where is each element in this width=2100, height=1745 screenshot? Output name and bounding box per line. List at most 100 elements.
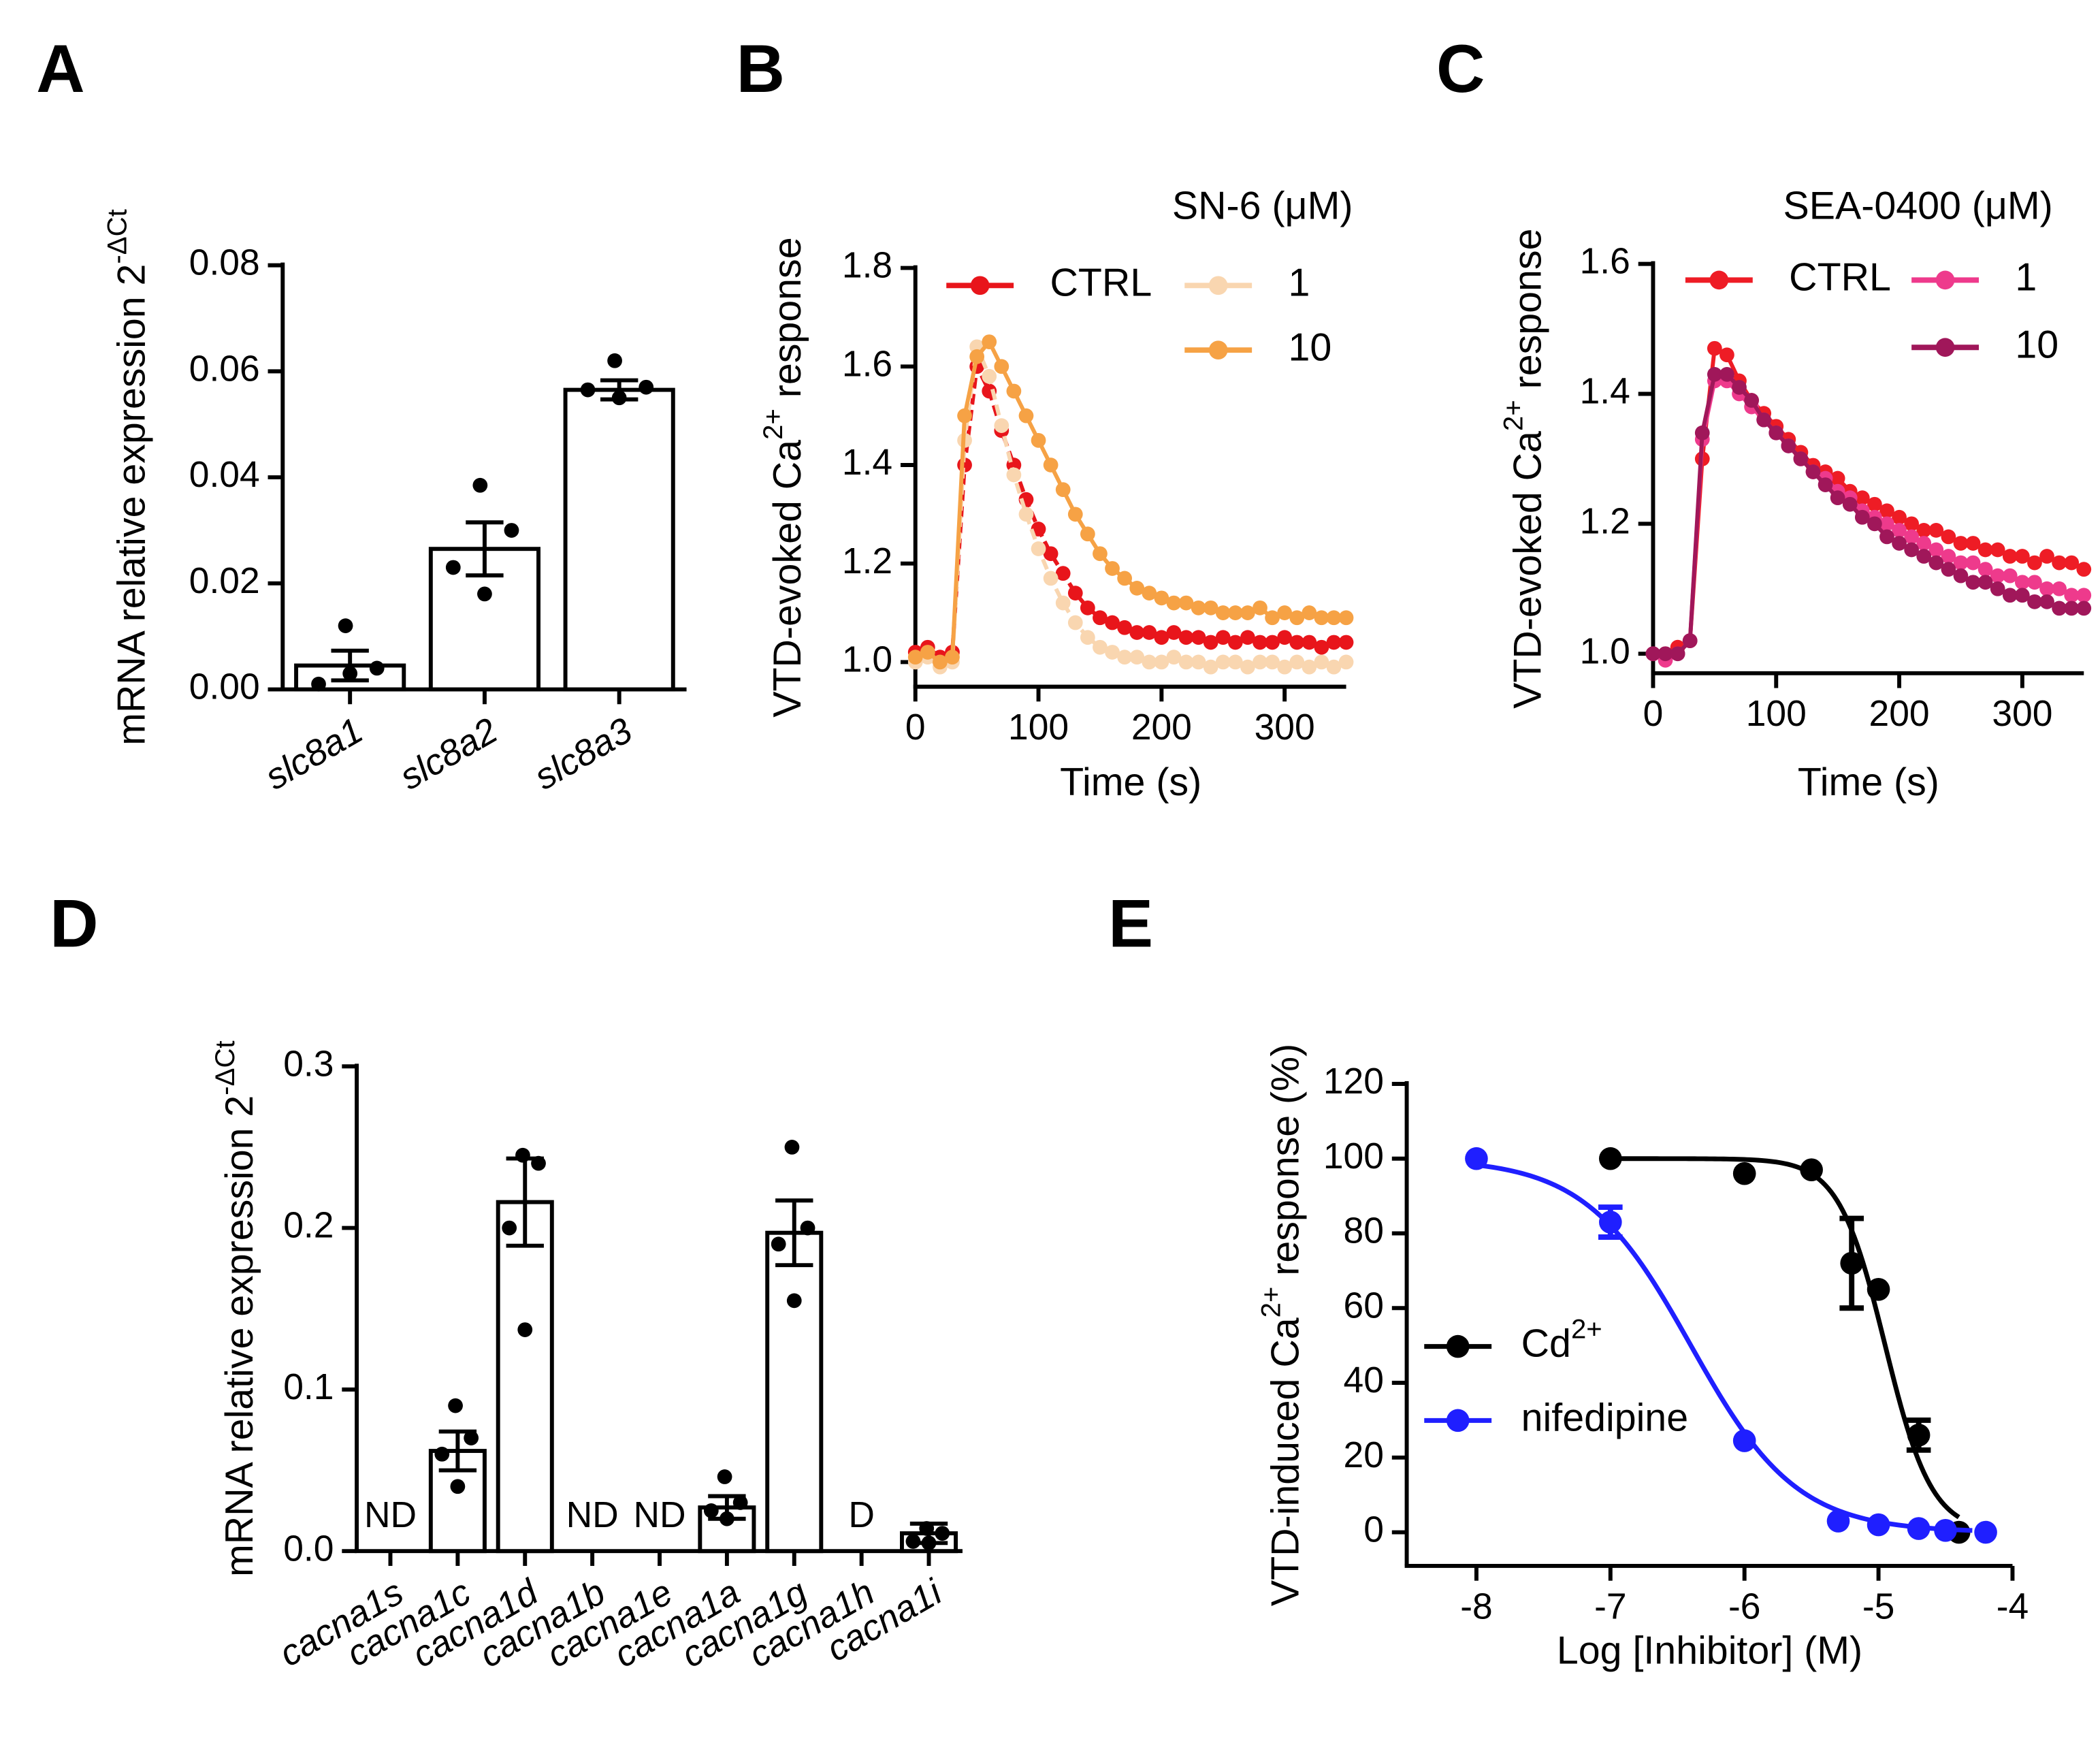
y-tick-label: 20 [1344, 1435, 1384, 1475]
y-axis-label-part: VTD-evoked Ca [766, 440, 809, 718]
series-marker [1830, 470, 1845, 486]
series-marker [1719, 347, 1734, 363]
legend-title: SN-6 (μM) [1172, 185, 1353, 228]
data-point [311, 676, 326, 692]
legend-label-part: 2+ [1571, 1314, 1602, 1345]
series-marker [1277, 605, 1293, 620]
y-axis-label-part: response [1506, 229, 1550, 400]
series-marker [1990, 542, 2005, 558]
y-tick-label: 1.6 [842, 344, 892, 384]
legend-label: CTRL [1789, 256, 1891, 300]
data-point [1800, 1158, 1823, 1182]
series-marker [1253, 654, 1267, 670]
y-axis-label-part: response [766, 237, 809, 409]
series-marker [957, 408, 972, 423]
series-marker [1227, 635, 1243, 650]
series-marker [1006, 383, 1022, 399]
data-point [703, 1503, 719, 1518]
series-marker [1756, 412, 1772, 428]
data-point [1465, 1147, 1488, 1170]
series-marker [1178, 630, 1194, 645]
series-marker [1265, 635, 1280, 650]
series-marker [1031, 541, 1046, 556]
series-marker [1928, 555, 1944, 571]
series-marker [1314, 639, 1329, 655]
series-marker [1178, 654, 1194, 670]
series-marker [1018, 507, 1034, 522]
series-marker [1215, 605, 1231, 620]
fit-curve [1610, 1156, 1960, 1520]
series-marker [1178, 595, 1194, 611]
data-point [369, 660, 385, 676]
x-tick-label: 200 [1869, 694, 1930, 734]
series-marker [2027, 594, 2042, 609]
series-marker [1093, 610, 1108, 626]
series-marker [1326, 610, 1342, 626]
series-marker [1732, 380, 1747, 395]
series-marker [1093, 546, 1108, 562]
series-marker [1781, 438, 1796, 453]
legend-label: 1 [1289, 261, 1310, 304]
y-axis-label-part: -ΔCt [210, 1040, 240, 1095]
series-marker [1953, 536, 1969, 551]
y-axis-label-part: response (%) [1264, 1044, 1308, 1287]
y-axis-label-part: -ΔCt [102, 209, 133, 263]
y-tick-label: 0.0 [283, 1528, 334, 1569]
series-marker [1080, 630, 1095, 645]
series-marker [1658, 646, 1673, 662]
series-marker [2002, 588, 2018, 603]
y-tick-label: 0.06 [189, 349, 260, 389]
series-marker [1326, 635, 1342, 650]
series-marker [1928, 542, 1944, 558]
series-marker [1793, 451, 1809, 466]
y-tick-label: 0.2 [283, 1206, 334, 1246]
series-marker [1253, 600, 1267, 615]
data-point [720, 1511, 734, 1526]
series-marker [1129, 625, 1145, 640]
series-marker [1928, 523, 1944, 538]
series-marker [1338, 654, 1354, 670]
series-marker [1314, 610, 1329, 626]
data-point [1907, 1424, 1931, 1447]
panel-label: E [1108, 886, 1153, 961]
data-point [1732, 1162, 1756, 1185]
series-marker [1043, 458, 1059, 473]
y-tick-label: 0.3 [283, 1044, 334, 1084]
y-tick-label: 1.6 [1580, 242, 1630, 282]
series-marker [1080, 526, 1095, 542]
series-marker [1916, 523, 1932, 538]
series-marker [1904, 529, 1920, 545]
y-axis-label: mRNA relative expression 2-ΔCt [102, 209, 154, 746]
series-marker [969, 349, 985, 364]
series-marker [1977, 562, 1993, 577]
legend-marker [1935, 338, 1955, 357]
data-point [515, 1147, 530, 1163]
series-marker [1142, 625, 1157, 640]
data-point [607, 353, 622, 368]
data-point [935, 1526, 950, 1541]
x-tick-label: -5 [1862, 1586, 1894, 1627]
y-axis-label-part: mRNA relative expression 2 [110, 264, 154, 746]
series-marker [1043, 546, 1059, 562]
x-tick-label: 200 [1131, 707, 1192, 748]
series-marker [1080, 600, 1095, 615]
y-tick-label: 1.8 [842, 246, 892, 286]
y-tick-label: 0.04 [189, 455, 260, 495]
legend-label-part: nifedipine [1521, 1396, 1688, 1440]
series-marker [1166, 595, 1182, 611]
series-marker [2027, 555, 2042, 571]
series-marker [1965, 555, 1981, 571]
y-tick-label: 0.08 [189, 243, 260, 283]
series-marker [1142, 586, 1157, 601]
series-marker [2076, 601, 2092, 616]
y-tick-label: 1.0 [1580, 631, 1630, 671]
series-marker [1191, 600, 1206, 615]
series-marker [1670, 646, 1685, 662]
series-marker [1990, 581, 2005, 596]
data-point [732, 1495, 748, 1510]
legend-marker [970, 276, 990, 295]
x-tick-label: -7 [1594, 1586, 1626, 1627]
series-marker [1166, 625, 1182, 640]
